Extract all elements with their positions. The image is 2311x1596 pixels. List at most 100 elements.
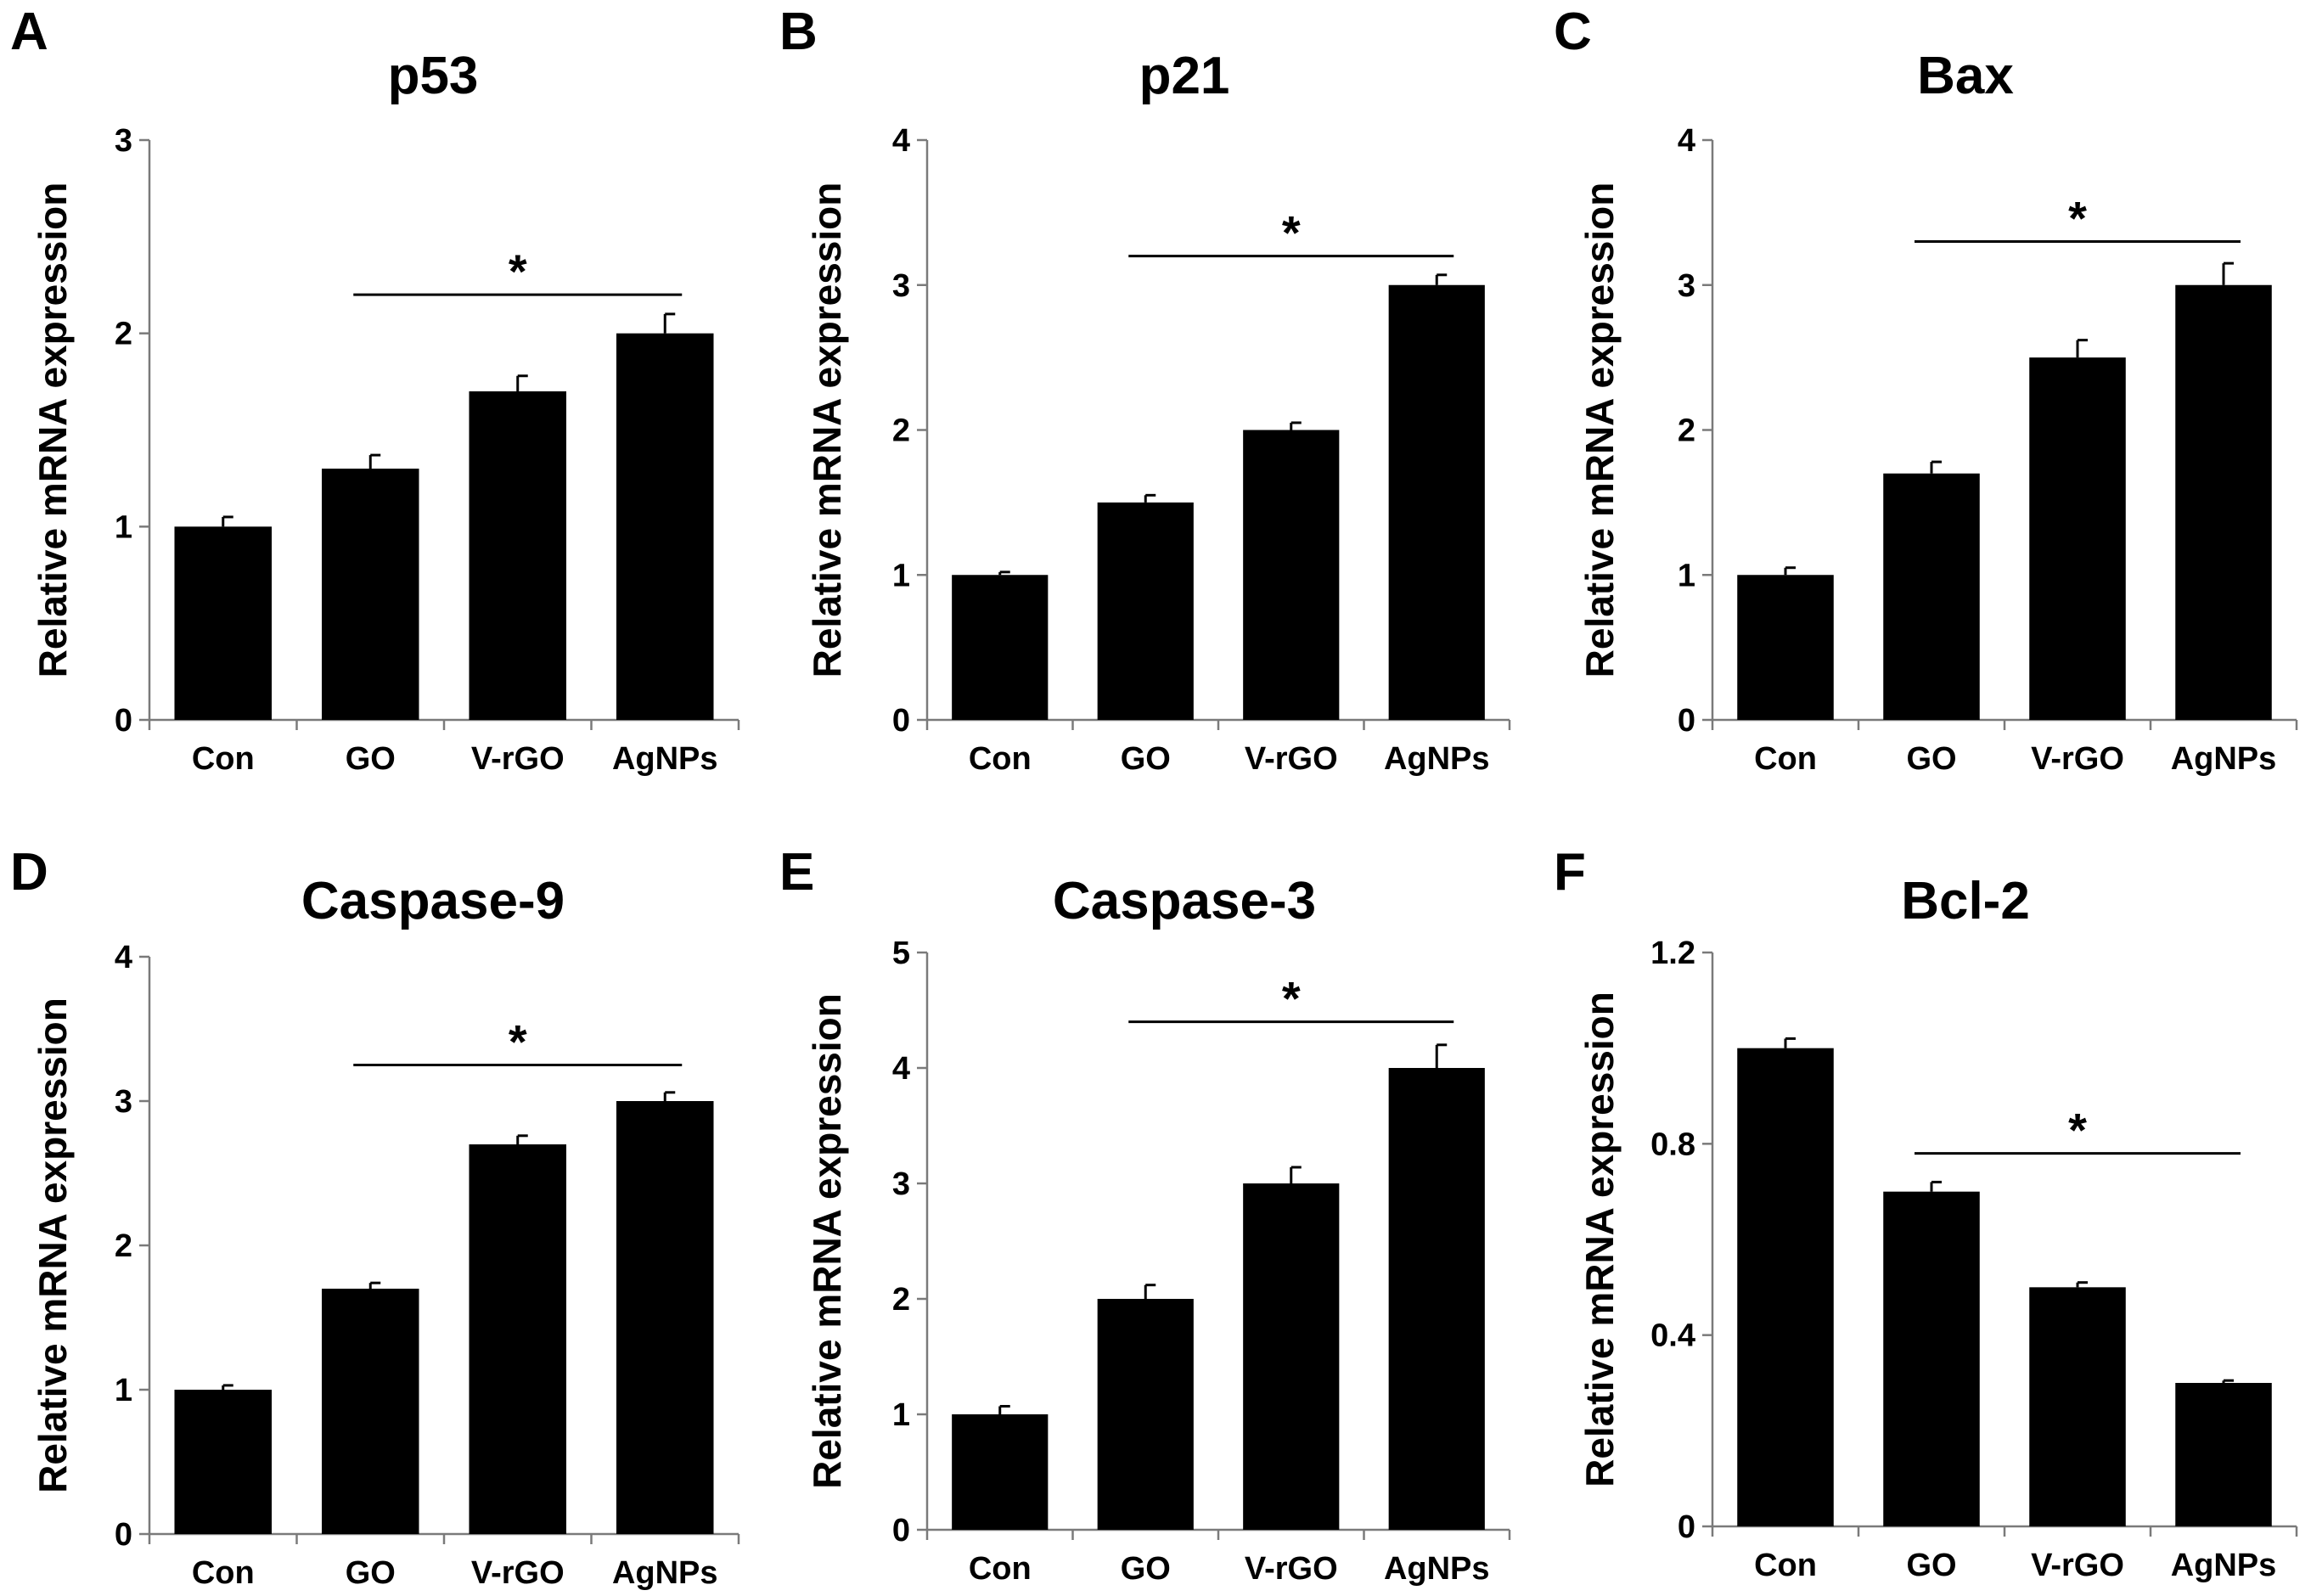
error-bar — [368, 1281, 381, 1289]
x-category-label: Con — [192, 741, 255, 777]
x-category-label: Con — [969, 741, 1032, 777]
y-tick-label: 1.2 — [1650, 936, 1695, 971]
y-tick-label: 0.8 — [1650, 1127, 1695, 1162]
y-tick-label: 5 — [892, 936, 910, 971]
bar-agnps — [2175, 284, 2272, 720]
y-tick-label: 3 — [892, 268, 910, 304]
y-tick-label: 4 — [892, 1051, 910, 1087]
y-tick-label: 1 — [115, 1373, 132, 1408]
y-tick-label: 1 — [115, 509, 132, 545]
chart-panel-f: F Bcl-2 Relative mRNA expression 0 0.4 0.8 1.2… — [1554, 843, 2298, 1583]
x-category-label: Con — [1754, 741, 1817, 777]
y-tick-label: 0.4 — [1650, 1318, 1695, 1354]
panel-letter-b: B — [779, 3, 818, 61]
x-category-label: AgNPs — [612, 741, 718, 777]
y-tick-label: 0 — [1678, 703, 1695, 739]
bar-v-rgo — [1243, 1183, 1340, 1530]
panel-letter-e: E — [779, 843, 814, 902]
significance-star: * — [1282, 972, 1301, 1026]
x-category-label: V-rGO — [2031, 1548, 2124, 1583]
bar-go — [1883, 473, 1980, 720]
y-tick-label: 0 — [115, 1517, 132, 1553]
y-axis-label: Relative mRNA expression — [31, 997, 75, 1493]
y-tick-label: 0 — [892, 1513, 910, 1548]
bar-agnps — [1388, 284, 1485, 720]
error-bar — [998, 1404, 1010, 1414]
error-bar — [1930, 460, 1942, 474]
x-category-label: AgNPs — [2171, 741, 2277, 777]
error-bar — [1144, 1284, 1156, 1299]
bar-go — [321, 1289, 419, 1534]
error-bar — [1930, 1180, 1942, 1192]
bar-v-rgo — [469, 1144, 567, 1534]
x-category-label: Con — [969, 1551, 1032, 1587]
panel-letter-f: F — [1554, 843, 1586, 902]
x-category-label: AgNPs — [1384, 1551, 1490, 1587]
error-bar — [1290, 421, 1302, 430]
error-bar — [663, 1091, 676, 1101]
chart-title: p53 — [388, 47, 479, 105]
y-tick-label: 1 — [892, 558, 910, 593]
bar-v-rgo — [469, 391, 567, 720]
y-tick-label: 1 — [1678, 558, 1695, 593]
x-category-label: V-rGO — [1245, 741, 1338, 777]
y-tick-label: 4 — [115, 940, 132, 975]
error-bar — [1784, 1037, 1796, 1048]
error-bar — [2076, 339, 2088, 358]
x-category-label: Con — [192, 1555, 255, 1591]
x-category-label: GO — [1906, 741, 1956, 777]
y-axis-label: Relative mRNA expression — [805, 993, 849, 1489]
chart-panel-d: D Caspase-9 Relative mRNA expression 0 1 2 3 4 C… — [10, 843, 740, 1591]
error-bar — [516, 1134, 528, 1144]
error-bar — [1290, 1166, 1302, 1183]
bar-v-rgo — [1243, 430, 1340, 720]
bar-con — [952, 1414, 1049, 1530]
x-category-label: V-rGO — [2031, 741, 2124, 777]
bar-con — [174, 1390, 273, 1534]
significance-star: * — [2068, 192, 2087, 245]
error-bar — [663, 312, 676, 334]
y-tick-label: 2 — [1678, 413, 1695, 449]
bar-agnps — [616, 333, 714, 720]
bar-v-rgo — [2029, 357, 2126, 720]
bar-go — [321, 469, 419, 720]
x-category-label: V-rGO — [1245, 1551, 1338, 1587]
chart-title: Caspase-3 — [1053, 872, 1316, 930]
error-bar — [1435, 273, 1448, 285]
panel-letter-c: C — [1554, 3, 1592, 61]
chart-title: p21 — [1139, 47, 1230, 105]
y-tick-label: 3 — [892, 1166, 910, 1202]
bar-con — [952, 575, 1049, 720]
y-axis-label: Relative mRNA expression — [31, 183, 75, 678]
y-tick-label: 4 — [892, 123, 910, 159]
bar-go — [1883, 1191, 1980, 1526]
y-tick-label: 4 — [1678, 123, 1695, 159]
error-bar — [998, 570, 1010, 576]
y-tick-label: 0 — [115, 703, 132, 739]
error-bar — [516, 374, 528, 391]
error-bar — [368, 453, 381, 469]
panel-letter-a: A — [10, 3, 48, 61]
y-tick-label: 3 — [1678, 268, 1695, 304]
error-bar — [1435, 1043, 1448, 1068]
bar-go — [1097, 502, 1194, 720]
bar-agnps — [1388, 1068, 1485, 1530]
y-tick-label: 2 — [892, 413, 910, 449]
x-category-label: GO — [346, 741, 396, 777]
error-bar — [1144, 493, 1156, 503]
y-tick-label: 0 — [1678, 1509, 1695, 1545]
error-bar — [2222, 261, 2234, 285]
significance-star: * — [509, 1015, 527, 1069]
significance-star: * — [1282, 206, 1301, 260]
bar-v-rgo — [2029, 1287, 2126, 1526]
y-tick-label: 3 — [115, 1084, 132, 1120]
bar-con — [1737, 575, 1834, 720]
error-bar — [222, 515, 233, 527]
error-bar — [2076, 1281, 2088, 1288]
y-tick-label: 1 — [892, 1397, 910, 1433]
y-axis-label: Relative mRNA expression — [1577, 183, 1622, 678]
y-axis-label: Relative mRNA expression — [805, 183, 849, 678]
